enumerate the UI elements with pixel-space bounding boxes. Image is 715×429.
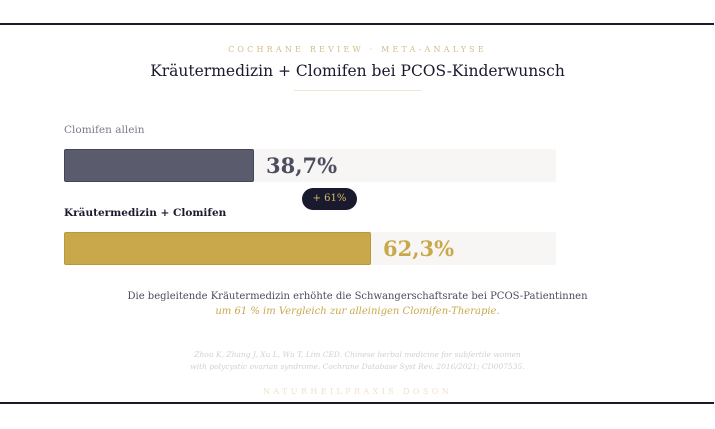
footer-brand: NATURHEILPRAXIS DOSON xyxy=(262,387,453,396)
citation-line-2: with polycystic ovarian syndrome. Cochra… xyxy=(190,362,525,371)
citation-line-1: Zhou K, Zhang J, Xu L, Wu T, Lim CED. Ch… xyxy=(194,350,521,359)
bar-track-control: 38,7% xyxy=(64,149,556,182)
value-treatment: 62,3% xyxy=(383,236,455,261)
row-label-treatment: Kräutermedizin + Clomifen xyxy=(64,207,227,219)
citation: Zhou K, Zhang J, Xu L, Wu T, Lim CED. Ch… xyxy=(0,349,715,373)
difference-badge: + 61% xyxy=(302,188,357,210)
bottom-border xyxy=(0,402,714,404)
eyebrow-label: COCHRANE REVIEW · META-ANALYSE xyxy=(228,45,487,54)
top-border xyxy=(0,23,714,25)
title-divider xyxy=(294,90,421,91)
row-label-control: Clomifen allein xyxy=(64,124,145,136)
bar-control xyxy=(64,149,254,182)
summary-line-2: um 61 % im Vergleich zur alleinigen Clom… xyxy=(215,306,500,317)
summary-line-1: Die begleitende Kräutermedizin erhöhte d… xyxy=(127,291,588,302)
bar-track-treatment: 62,3% xyxy=(64,232,556,265)
value-control: 38,7% xyxy=(266,153,338,178)
chart-title: Kräutermedizin + Clomifen bei PCOS-Kinde… xyxy=(150,62,565,80)
summary-text: Die begleitende Kräutermedizin erhöhte d… xyxy=(0,289,715,319)
bar-treatment xyxy=(64,232,371,265)
